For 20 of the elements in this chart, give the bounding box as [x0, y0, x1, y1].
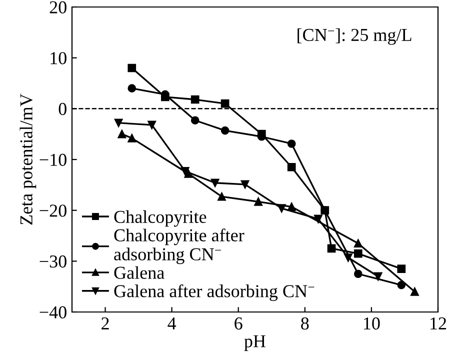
x-tick-label: 2	[102, 317, 109, 330]
y-axis-title: Zeta potential/mV	[20, 94, 36, 225]
x-tick-label: 6	[234, 317, 242, 330]
y-tick-label: −10	[40, 154, 66, 166]
x-tick-label: 12	[430, 317, 446, 330]
x-axis-title: pH	[244, 335, 266, 351]
y-tick-label: 0	[58, 102, 66, 116]
y-tick-label: −20	[40, 204, 66, 217]
y-tick-label: −30	[40, 255, 66, 268]
x-tick-label: 8	[301, 317, 309, 330]
y-tick-label: −40	[40, 306, 66, 318]
legend-label: Chalcopyrite after adsorbing CN$^{−}$	[114, 228, 244, 264]
x-tick-label: 4	[168, 318, 176, 330]
y-tick-label: 10	[50, 52, 66, 64]
annotation: [CN$^{−}$]: 25 mg/L	[298, 28, 412, 45]
legend-label: Chalcopyrite	[114, 210, 206, 227]
y-tick-label: 20	[50, 1, 66, 14]
x-tick-label: 10	[364, 317, 380, 330]
legend-label: Galena	[114, 266, 164, 279]
legend-label: Galena after adsorbing CN$^{−}$	[114, 284, 314, 301]
